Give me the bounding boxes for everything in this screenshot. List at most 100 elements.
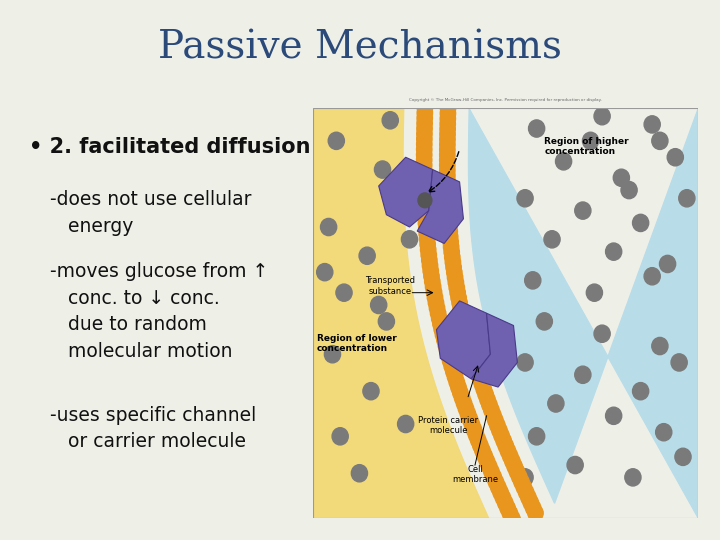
Circle shape: [427, 289, 443, 306]
Circle shape: [445, 254, 461, 271]
Circle shape: [449, 374, 464, 390]
Circle shape: [320, 218, 337, 235]
Circle shape: [633, 382, 649, 400]
Circle shape: [500, 443, 516, 459]
Circle shape: [440, 188, 456, 204]
Circle shape: [417, 105, 433, 121]
Circle shape: [450, 285, 465, 301]
Circle shape: [371, 296, 387, 314]
Circle shape: [418, 220, 434, 237]
Circle shape: [503, 448, 518, 464]
Circle shape: [486, 469, 501, 485]
Circle shape: [402, 231, 418, 248]
Circle shape: [359, 247, 375, 265]
Circle shape: [488, 474, 504, 490]
Circle shape: [518, 484, 534, 501]
Circle shape: [454, 305, 469, 321]
Circle shape: [363, 382, 379, 400]
Circle shape: [523, 495, 539, 511]
Circle shape: [418, 210, 433, 226]
Circle shape: [417, 167, 432, 184]
Circle shape: [521, 489, 536, 505]
Circle shape: [460, 330, 476, 347]
Circle shape: [503, 505, 518, 522]
Circle shape: [586, 284, 603, 301]
Circle shape: [575, 202, 591, 219]
Circle shape: [471, 366, 486, 382]
Circle shape: [332, 428, 348, 445]
Circle shape: [528, 428, 545, 445]
Circle shape: [528, 505, 543, 521]
Circle shape: [484, 463, 499, 480]
Polygon shape: [313, 107, 495, 534]
Circle shape: [567, 456, 583, 474]
Circle shape: [440, 121, 455, 137]
Circle shape: [516, 479, 531, 495]
Circle shape: [441, 208, 456, 225]
Circle shape: [455, 310, 471, 326]
Text: Passive Mechanisms: Passive Mechanisms: [158, 29, 562, 66]
Circle shape: [440, 126, 455, 143]
Circle shape: [482, 458, 497, 475]
Circle shape: [490, 479, 506, 496]
Circle shape: [421, 247, 436, 263]
Circle shape: [440, 111, 456, 127]
Circle shape: [463, 340, 479, 357]
Circle shape: [464, 416, 480, 433]
Circle shape: [440, 157, 455, 173]
Circle shape: [417, 115, 432, 132]
Circle shape: [417, 110, 433, 126]
Circle shape: [417, 120, 432, 137]
Circle shape: [526, 500, 541, 516]
Circle shape: [417, 188, 433, 205]
Circle shape: [548, 395, 564, 412]
Circle shape: [440, 131, 455, 147]
Circle shape: [675, 448, 691, 465]
Circle shape: [452, 295, 467, 311]
Circle shape: [443, 228, 458, 245]
Circle shape: [536, 313, 552, 330]
Circle shape: [417, 178, 432, 194]
Circle shape: [424, 268, 439, 285]
Polygon shape: [417, 170, 464, 244]
Circle shape: [441, 100, 456, 117]
Circle shape: [420, 236, 436, 253]
Circle shape: [582, 132, 598, 150]
Circle shape: [480, 453, 495, 469]
Circle shape: [594, 325, 610, 342]
Polygon shape: [436, 301, 490, 379]
Circle shape: [472, 437, 488, 454]
Circle shape: [621, 181, 637, 199]
Circle shape: [436, 326, 451, 343]
Circle shape: [417, 173, 432, 189]
Circle shape: [493, 484, 508, 501]
Circle shape: [390, 190, 406, 207]
Circle shape: [464, 346, 480, 362]
Text: • 2. facilitated diffusion: • 2. facilitated diffusion: [29, 137, 310, 157]
Circle shape: [444, 239, 459, 255]
Circle shape: [416, 146, 432, 163]
Circle shape: [487, 412, 503, 428]
Circle shape: [417, 126, 432, 142]
Circle shape: [660, 255, 675, 273]
Circle shape: [466, 350, 482, 367]
Circle shape: [454, 390, 470, 406]
Circle shape: [438, 337, 454, 353]
Circle shape: [517, 354, 533, 371]
Circle shape: [425, 273, 440, 289]
Circle shape: [575, 366, 591, 383]
Circle shape: [417, 136, 432, 152]
Circle shape: [498, 495, 513, 511]
Circle shape: [462, 411, 477, 427]
Text: Cell
membrane: Cell membrane: [452, 465, 498, 484]
Circle shape: [679, 190, 695, 207]
Circle shape: [428, 294, 444, 311]
Circle shape: [426, 279, 441, 295]
Circle shape: [594, 107, 610, 125]
Circle shape: [446, 264, 462, 281]
Circle shape: [418, 204, 433, 221]
Circle shape: [317, 264, 333, 281]
Circle shape: [416, 157, 432, 173]
Circle shape: [440, 172, 455, 189]
Circle shape: [431, 305, 446, 321]
